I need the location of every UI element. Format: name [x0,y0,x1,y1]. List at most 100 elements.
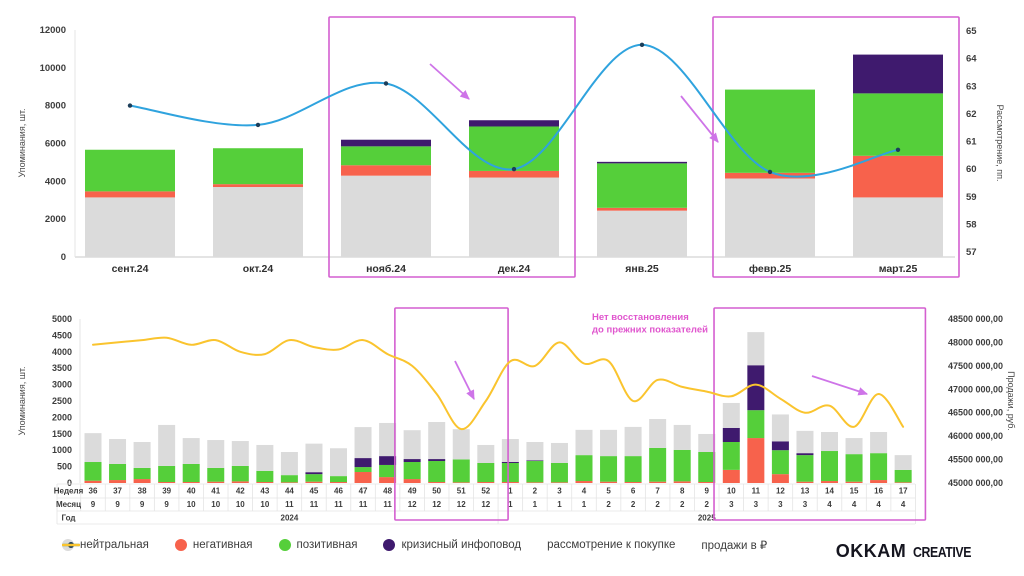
legend-item-6: продажи в ₽ [62,538,768,552]
month-category-label: март.25 [879,263,918,275]
bar-segment [213,184,303,188]
month-number-cell: 12 [481,500,490,509]
bar-segment [550,482,568,483]
year-cell: 2024 [281,514,299,523]
week-number-cell: 12 [776,487,785,496]
bar-segment [428,459,446,462]
bar-segment [469,120,559,127]
bar-segment [341,146,431,166]
bar-segment [673,424,691,450]
legend-item-2: негативная [174,539,253,551]
bar-segment [280,452,298,476]
bar-segment [853,54,943,94]
consideration-point [767,169,773,175]
right-axis-tick-label: 47000 000,00 [948,384,1003,394]
bar-segment [853,197,943,257]
bar-segment [624,482,642,483]
legend-label: продажи в ₽ [701,540,768,552]
bar-segment [452,459,470,483]
bar-segment [182,482,200,483]
right-axis-tick-label: 45000 000,00 [948,478,1003,488]
bar-segment [526,460,544,462]
highlight-box [712,16,960,278]
legend-label: кризисный инфоповод [401,539,522,551]
week-number-cell: 9 [705,487,710,496]
left-axis-tick-label: 10000 [40,63,66,74]
bar-segment [85,191,175,198]
right-axis-tick-label: 48500 000,00 [948,314,1003,324]
trend-arrow [454,360,475,400]
bar-segment [207,481,225,483]
bar-segment [845,454,863,482]
bar-segment [182,463,200,483]
month-number-cell: 3 [803,500,808,509]
month-number-cell: 11 [334,500,343,509]
bar-segment [354,458,372,468]
left-axis-tick-label: 4500 [52,330,72,340]
month-number-cell: 1 [557,500,562,509]
bar-segment [305,443,323,473]
bar-segment [280,475,298,483]
bar-segment [597,210,687,257]
weekly-mentions-chart: 0 500 1000 1500 2000 2500 3000 3500 4000 4500 5000… [17,307,1016,525]
bar-segment [469,177,559,257]
bar-segment [379,456,397,465]
bar-segment [624,426,642,457]
month-number-cell: 2 [680,500,685,509]
bar-segment [894,455,912,470]
left-axis-tick-label: 12000 [40,25,66,36]
legend-label: негативная [192,539,253,551]
right-axis-tick-label: 59 [966,192,977,203]
bar-segment [501,439,519,463]
bar-segment [624,456,642,483]
right-axis-title: Рассмотрение, пп. [995,104,1005,181]
highlight-box [394,307,509,521]
bar-segment [575,455,593,482]
right-axis-tick-label: 60 [966,164,977,175]
consideration-line [129,43,899,178]
bar-segment [771,450,789,475]
bar-segment [597,163,687,208]
week-number-cell: 11 [752,487,761,496]
monthly-mentions-chart: 0 2000 4000 6000 8000 10000 12000 57 58 59 60 61 62 6… [17,16,1005,278]
right-axis-tick-label: 46500 000,00 [948,408,1003,418]
right-axis-tick-label: 64 [966,54,977,65]
legend-circle-marker [383,539,396,551]
month-number-cell: 1 [508,500,513,509]
bar-segment [354,472,372,483]
left-axis-tick-label: 5000 [52,314,72,324]
week-number-cell: 37 [113,487,122,496]
consideration-point [639,42,645,48]
consideration-point [127,103,133,108]
bar-segment [330,482,347,483]
bar-segment [354,467,372,473]
bar-segment [725,172,815,179]
bar-segment [771,441,789,451]
week-number-cell: 45 [309,487,318,496]
bar-segment [403,479,421,483]
right-axis-title: Продажи, руб. [1006,371,1016,431]
bar-segment [725,178,815,257]
bar-segment [722,402,740,428]
trend-arrow [811,375,869,396]
bar-segment [428,461,446,483]
bar-segment [501,462,519,483]
week-number-cell: 49 [408,487,417,496]
right-axis-tick-label: 47500 000,00 [948,361,1003,371]
bar-segment [894,482,912,483]
bar-segment [256,444,274,471]
bar-segment [698,482,716,483]
bar-segment [845,438,863,455]
month-number-cell: 11 [285,500,294,509]
right-axis-tick-label: 48000 000,00 [948,337,1003,347]
month-number-cell: 10 [211,500,220,509]
bar-segment [649,481,667,483]
table-row-header: Неделя [54,487,84,496]
bar-segment [84,480,102,483]
bar-segment [354,427,372,459]
week-number-cell: 17 [899,487,908,496]
bar-segment [747,438,765,483]
okkam-creative-logo: OKKAM CREATIVE [836,541,984,562]
bar-segment [673,481,691,483]
